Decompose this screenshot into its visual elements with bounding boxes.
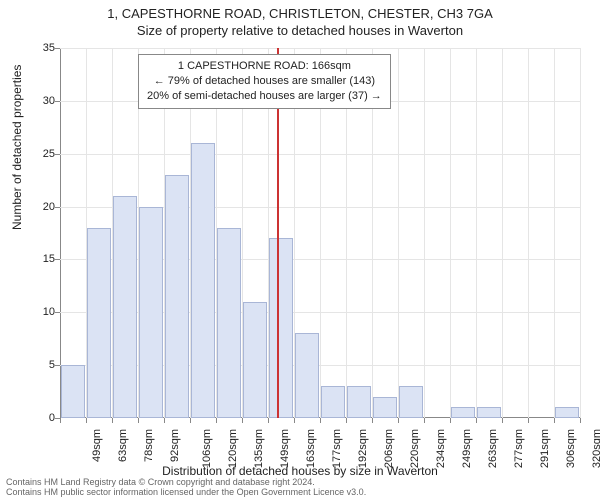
xtick-label: 234sqm [435,429,447,468]
xtick-label: 49sqm [91,429,103,462]
ytick-mark [55,312,60,313]
histogram-bar [399,386,423,418]
histogram-bar [61,365,85,418]
xtick-mark [216,418,217,423]
xtick-mark [60,418,61,423]
info-box-line: ← 79% of detached houses are smaller (14… [147,74,382,89]
ytick-mark [55,207,60,208]
histogram-bar [87,228,111,418]
xtick-label: 206sqm [383,429,395,468]
xtick-mark [554,418,555,423]
xtick-mark [398,418,399,423]
footer-line2: Contains HM public sector information li… [6,488,366,498]
histogram-bar [113,196,137,418]
histogram-bar [321,386,345,418]
xtick-label: 78sqm [143,429,155,462]
xtick-label: 135sqm [253,429,265,468]
xtick-mark [450,418,451,423]
page-title-line2: Size of property relative to detached ho… [0,21,600,38]
histogram-bar [451,407,475,418]
gridline-v [580,48,581,418]
gridline-v [554,48,555,418]
gridline-v [450,48,451,418]
ytick-mark [55,365,60,366]
chart-container: 1, CAPESTHORNE ROAD, CHRISTLETON, CHESTE… [0,0,600,500]
xtick-mark [476,418,477,423]
xtick-mark [190,418,191,423]
xtick-mark [138,418,139,423]
xtick-mark [424,418,425,423]
ytick-label: 15 [25,253,55,265]
y-axis-line [60,48,61,418]
x-axis-label: Distribution of detached houses by size … [0,464,600,478]
xtick-mark [112,418,113,423]
xtick-label: 106sqm [201,429,213,468]
gridline-v [528,48,529,418]
xtick-mark [580,418,581,423]
histogram-bar [269,238,293,418]
gridline-v [476,48,477,418]
histogram-bar [243,302,267,418]
histogram-bar [373,397,397,418]
xtick-mark [294,418,295,423]
xtick-label: 277sqm [513,429,525,468]
histogram-bar [139,207,163,418]
xtick-label: 92sqm [169,429,181,462]
histogram-bar [347,386,371,418]
gridline-v [398,48,399,418]
xtick-mark [242,418,243,423]
histogram-bar [477,407,501,418]
xtick-mark [346,418,347,423]
xtick-label: 263sqm [487,429,499,468]
xtick-label: 249sqm [461,429,473,468]
info-box: 1 CAPESTHORNE ROAD: 166sqm← 79% of detac… [138,54,391,109]
ytick-mark [55,259,60,260]
ytick-mark [55,154,60,155]
ytick-mark [55,101,60,102]
xtick-label: 192sqm [357,429,369,468]
ytick-label: 5 [25,359,55,371]
ytick-label: 25 [25,148,55,160]
xtick-mark [164,418,165,423]
xtick-label: 291sqm [539,429,551,468]
page-title-line1: 1, CAPESTHORNE ROAD, CHRISTLETON, CHESTE… [0,0,600,21]
ytick-label: 30 [25,95,55,107]
xtick-mark [320,418,321,423]
histogram-bar [165,175,189,418]
xtick-mark [528,418,529,423]
histogram-bar [295,333,319,418]
xtick-label: 63sqm [117,429,129,462]
ytick-label: 0 [25,412,55,424]
xtick-label: 220sqm [409,429,421,468]
gridline-v [424,48,425,418]
xtick-label: 306sqm [565,429,577,468]
xtick-mark [86,418,87,423]
xtick-mark [502,418,503,423]
xtick-mark [372,418,373,423]
xtick-label: 149sqm [279,429,291,468]
ytick-label: 20 [25,201,55,213]
ytick-label: 10 [25,306,55,318]
ytick-label: 35 [25,42,55,54]
xtick-mark [268,418,269,423]
info-box-line: 1 CAPESTHORNE ROAD: 166sqm [147,59,382,74]
ytick-mark [55,48,60,49]
gridline-v [502,48,503,418]
y-axis-label: Number of detached properties [10,65,24,230]
info-box-line: 20% of semi-detached houses are larger (… [147,89,382,104]
xtick-label: 320sqm [591,429,600,468]
attribution-footer: Contains HM Land Registry data © Crown c… [6,478,366,498]
xtick-label: 120sqm [227,429,239,468]
histogram-bar [555,407,579,418]
xtick-label: 163sqm [305,429,317,468]
histogram-bar [191,143,215,418]
histogram-bar [217,228,241,418]
plot-area: 0510152025303549sqm63sqm78sqm92sqm106sqm… [60,48,580,418]
xtick-label: 177sqm [331,429,343,468]
